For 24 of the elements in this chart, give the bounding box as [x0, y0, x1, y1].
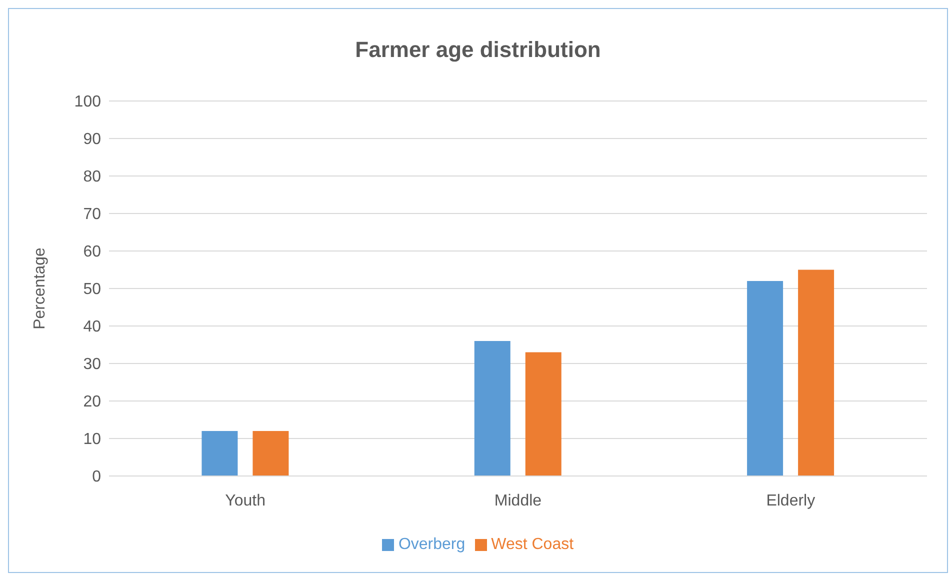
bar: [252, 431, 289, 476]
y-tick-label: 20: [83, 394, 102, 411]
y-tick-label: 100: [74, 94, 102, 111]
bar: [474, 341, 510, 476]
y-tick-label: 40: [83, 318, 102, 336]
legend-label: Overberg: [398, 536, 466, 553]
legend-label: West Coast: [491, 536, 574, 553]
x-tick-label: Middle: [494, 492, 542, 510]
y-axis-title: Percentage: [32, 247, 49, 330]
bar: [525, 352, 562, 476]
y-tick-label: 50: [83, 281, 102, 298]
y-tick-label: 60: [83, 244, 102, 261]
y-tick-label: 0: [92, 468, 102, 486]
x-tick-label: Elderly: [766, 492, 816, 510]
bar: [202, 431, 238, 476]
y-tick-label: 90: [83, 131, 102, 148]
y-tick-label: 10: [83, 431, 102, 448]
x-tick-label: Youth: [225, 492, 266, 510]
bar: [798, 270, 834, 476]
bar: [747, 281, 784, 476]
y-tick-label: 70: [83, 206, 102, 224]
chart-title: Farmer age distribution: [354, 37, 602, 63]
y-tick-label: 30: [83, 356, 102, 374]
y-tick-label: 80: [83, 168, 102, 186]
